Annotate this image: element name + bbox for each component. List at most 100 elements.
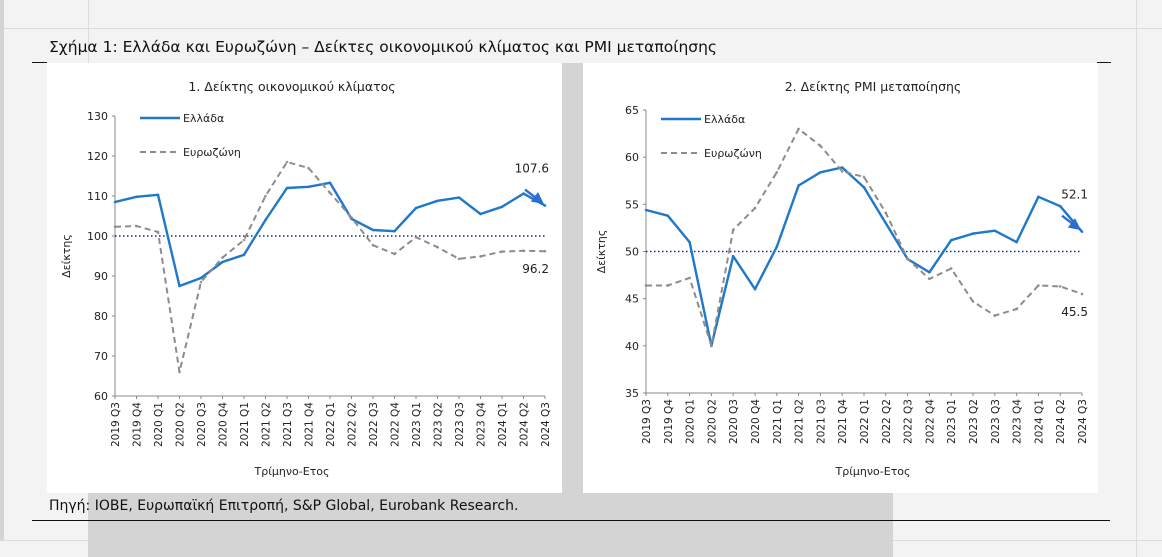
y-tick-label: 55: [625, 198, 639, 211]
title-rule-right: [1097, 62, 1111, 63]
x-tick-label: 2021 Q4: [304, 402, 316, 447]
x-tick-label: 2021 Q2: [794, 399, 806, 444]
data-point-eurozone: [350, 216, 353, 219]
data-point-eurozone: [688, 276, 691, 280]
data-point-greece: [393, 229, 396, 233]
x-tick-label: 2021 Q3: [282, 402, 294, 447]
data-point-greece: [307, 185, 310, 189]
data-point-greece: [414, 206, 418, 210]
data-point-eurozone: [285, 160, 289, 164]
y-tick-label: 35: [625, 387, 639, 400]
background-shade: [562, 63, 583, 493]
data-point-eurozone: [199, 280, 203, 284]
series-line-greece: [645, 166, 1083, 347]
data-point-greece: [797, 184, 800, 187]
data-point-eurozone: [731, 228, 735, 232]
y-tick-label: 45: [625, 293, 639, 306]
data-point-eurozone: [819, 144, 822, 148]
data-point-eurozone: [414, 235, 418, 239]
data-point-greece: [436, 199, 439, 203]
data-point-greece: [178, 284, 181, 288]
data-point-eurozone: [156, 230, 160, 234]
end-value-label-eurozone: 96.2: [522, 262, 549, 276]
data-point-eurozone: [949, 267, 953, 270]
y-axis-label: Δείκτης: [60, 234, 73, 278]
x-tick-label: 2023 Q4: [476, 402, 488, 447]
data-point-greece: [753, 287, 757, 291]
data-point-eurozone: [522, 249, 525, 253]
end-value-label-eurozone: 45.5: [1061, 305, 1088, 319]
data-point-greece: [840, 166, 844, 169]
data-point-greece: [242, 253, 246, 257]
x-tick-label: 2023 Q1: [946, 399, 958, 444]
x-tick-label: 2024 Q1: [1033, 399, 1045, 444]
source-note: Πηγή: IOBE, Ευρωπαϊκή Επιτροπή, S&P Glob…: [49, 498, 519, 514]
data-point-eurozone: [1080, 292, 1084, 296]
y-tick-label: 50: [625, 246, 639, 259]
data-point-greece: [156, 193, 160, 197]
x-tick-label: 2022 Q3: [368, 402, 380, 447]
x-tick-label: 2024 Q3: [1077, 399, 1089, 444]
data-point-greece: [884, 221, 888, 225]
x-tick-label: 2020 Q1: [153, 402, 165, 447]
data-point-eurozone: [906, 257, 909, 261]
data-point-eurozone: [393, 252, 396, 256]
data-point-eurozone: [775, 170, 779, 174]
data-point-greece: [328, 181, 332, 185]
background-guide-line: [0, 28, 1162, 29]
legend-label-greece: Ελλάδα: [704, 113, 745, 126]
chart-panel-pmi: 2. Δείκτης PMI μεταποίησης 35 40 45 50 55 60 65…: [583, 63, 1098, 493]
x-tick-label: 2024 Q2: [519, 402, 531, 447]
series-line-greece: [114, 181, 546, 288]
y-tick-label: 100: [87, 230, 108, 243]
data-point-greece: [971, 232, 975, 235]
chart-economic-sentiment: 1. Δείκτης οικονομικού κλίματος 60 70 80 90 1…: [60, 79, 552, 478]
data-point-greece: [688, 240, 691, 244]
x-tick-label: 2022 Q1: [325, 402, 337, 447]
data-point-eurozone: [753, 206, 757, 210]
x-tick-label: 2023 Q2: [968, 399, 980, 444]
data-point-greece: [371, 228, 375, 232]
data-point-greece: [928, 270, 931, 274]
background-shade: [88, 493, 893, 557]
data-point-greece: [862, 186, 866, 189]
background-shade: [0, 0, 4, 540]
data-point-greece: [457, 196, 461, 199]
y-tick-label: 70: [94, 350, 108, 363]
data-point-greece: [479, 212, 482, 216]
legend-label-eurozone: Ευρωζώνη: [704, 147, 762, 160]
data-point-eurozone: [371, 243, 375, 247]
chart-title: 2. Δείκτης PMI μεταποίησης: [785, 79, 962, 94]
data-point-eurozone: [500, 250, 504, 253]
x-tick-label: 2019 Q4: [663, 399, 675, 444]
x-tick-label: 2021 Q2: [261, 402, 273, 447]
x-tick-label: 2020 Q4: [218, 402, 230, 447]
y-axis-label: Δείκτης: [595, 230, 608, 274]
y-tick-label: 60: [94, 390, 108, 403]
x-tick-label: 2021 Q4: [837, 399, 849, 444]
data-point-eurozone: [457, 257, 461, 261]
legend-label-eurozone: Ευρωζώνη: [183, 146, 241, 159]
x-tick-label: 2021 Q3: [815, 399, 827, 444]
data-point-eurozone: [479, 255, 482, 258]
data-point-eurozone: [264, 194, 267, 198]
x-tick-label: 2023 Q1: [411, 402, 423, 447]
data-point-greece: [1058, 204, 1062, 208]
data-point-eurozone: [113, 225, 117, 229]
y-tick-label: 90: [94, 270, 108, 283]
x-tick-label: 2022 Q4: [390, 402, 402, 447]
x-tick-label: 2021 Q1: [239, 402, 251, 447]
end-value-label-greece: 52.1: [1061, 188, 1088, 202]
data-point-greece: [644, 208, 648, 212]
data-point-eurozone: [666, 284, 670, 287]
data-point-eurozone: [644, 284, 648, 287]
data-point-greece: [199, 276, 203, 280]
data-point-eurozone: [221, 256, 224, 259]
data-point-greece: [1080, 230, 1084, 233]
y-tick-label: 40: [625, 340, 639, 353]
x-tick-label: 2020 Q1: [685, 399, 697, 444]
data-point-greece: [285, 186, 289, 190]
x-tick-label: 2023 Q2: [433, 402, 445, 447]
x-tick-label: 2019 Q4: [132, 402, 144, 447]
data-point-greece: [666, 214, 670, 217]
